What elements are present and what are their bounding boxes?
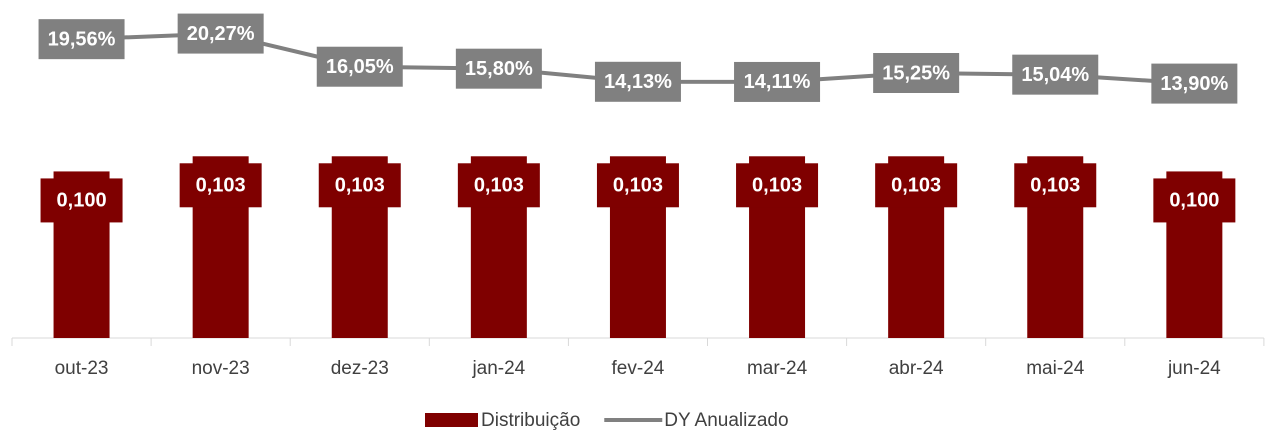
data-label-box	[177, 13, 264, 54]
data-label-box	[594, 61, 681, 102]
x-tick-label: out-23	[55, 358, 109, 379]
legend-swatch	[425, 413, 478, 427]
data-label-box	[1014, 163, 1097, 208]
x-tick-label: mai-24	[1026, 358, 1085, 379]
data-label-box	[734, 61, 821, 102]
data-label: 0,103	[474, 175, 524, 197]
data-label: 0,100	[57, 190, 107, 212]
data-label-box	[179, 163, 262, 208]
data-label-box	[873, 53, 960, 93]
data-label: 0,103	[613, 175, 663, 197]
data-label: 15,25%	[882, 62, 950, 84]
data-label: 16,05%	[326, 56, 394, 78]
data-label: 0,103	[752, 175, 802, 197]
data-label: 13,90%	[1160, 73, 1228, 95]
data-label-box	[736, 163, 819, 208]
data-label-box	[875, 163, 958, 208]
x-tick-label: fev-24	[612, 358, 665, 379]
data-label: 15,04%	[1021, 64, 1089, 86]
legend-label: Distribuição	[481, 410, 580, 430]
data-label-box	[457, 163, 540, 208]
data-label: 0,103	[891, 175, 941, 197]
data-label: 14,13%	[604, 71, 672, 93]
data-label: 0,103	[335, 175, 385, 197]
x-tick-label: jan-24	[471, 358, 525, 379]
data-label: 0,100	[1169, 190, 1219, 212]
data-label-box	[1153, 178, 1236, 223]
data-label: 19,56%	[48, 28, 116, 50]
x-tick-label: abr-24	[889, 358, 944, 379]
data-label: 14,11%	[744, 71, 811, 93]
data-label-box	[38, 19, 125, 60]
data-label: 20,27%	[187, 23, 255, 45]
data-label: 0,103	[1030, 175, 1080, 197]
data-label: 0,103	[196, 175, 246, 197]
x-tick-label: nov-23	[192, 358, 250, 379]
data-label-box	[1151, 63, 1238, 104]
data-label-box	[1012, 54, 1099, 95]
data-label-box	[455, 48, 542, 89]
x-tick-label: mar-24	[747, 358, 808, 379]
data-label-box	[596, 163, 679, 208]
data-label-box	[40, 178, 123, 223]
data-label-box	[316, 46, 403, 87]
data-label-box	[318, 163, 401, 208]
x-tick-label: dez-23	[331, 358, 389, 379]
legend-label: DY Anualizado	[664, 410, 788, 430]
data-label: 15,80%	[465, 58, 533, 80]
x-tick-label: jun-24	[1167, 358, 1221, 379]
